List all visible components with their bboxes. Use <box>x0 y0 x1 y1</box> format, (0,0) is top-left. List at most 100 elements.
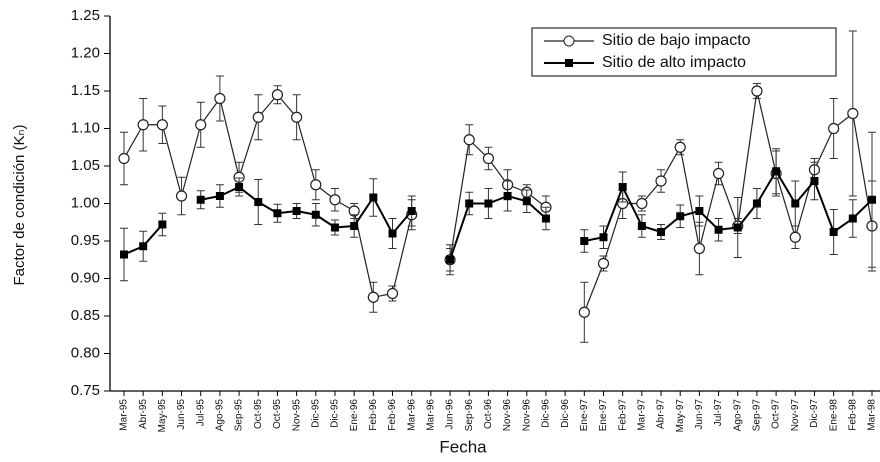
data-point <box>118 131 130 186</box>
point <box>829 228 838 236</box>
data-point <box>196 190 205 210</box>
point <box>292 207 301 215</box>
data-point <box>158 212 167 237</box>
point <box>158 220 167 229</box>
point <box>310 179 322 191</box>
data-point <box>676 204 685 228</box>
data-point <box>828 98 840 159</box>
data-point <box>386 285 399 302</box>
x-tick-label: Sep-96 <box>464 399 475 432</box>
point <box>350 222 359 230</box>
point <box>271 89 284 101</box>
point <box>712 167 725 180</box>
data-point <box>367 281 379 313</box>
point <box>676 212 685 221</box>
legend-label: Sitio de alto impacto <box>602 54 746 71</box>
data-point <box>330 219 339 236</box>
x-tick-label: Oct-96 <box>483 399 494 429</box>
point <box>578 306 590 318</box>
point <box>522 197 531 206</box>
x-tick-label: Oct-95 <box>253 399 264 429</box>
data-point <box>522 189 531 213</box>
data-point <box>271 85 284 105</box>
data-point <box>829 209 838 255</box>
point <box>369 193 378 202</box>
x-tick-label: Nov-95 <box>291 399 302 432</box>
y-tick-label: 1.25 <box>71 7 100 24</box>
data-point <box>655 169 667 193</box>
data-point <box>120 227 128 282</box>
data-point <box>484 188 493 219</box>
x-tick-label: Jun-95 <box>176 399 187 430</box>
point <box>752 199 761 208</box>
data-point <box>848 199 857 238</box>
y-tick-label: 1.10 <box>71 119 100 136</box>
data-point <box>714 218 723 242</box>
y-tick-label: 0.75 <box>71 382 100 399</box>
point <box>329 194 341 206</box>
point <box>733 223 742 232</box>
x-tick-label: May-95 <box>157 399 168 433</box>
data-point <box>214 75 226 122</box>
data-point <box>350 214 359 238</box>
x-tick-label: Feb-96 <box>387 399 398 431</box>
point <box>599 233 608 242</box>
data-point <box>195 101 207 148</box>
data-point <box>810 161 819 201</box>
x-tick-label: Ene-96 <box>349 399 360 432</box>
x-tick-label: Jul-95 <box>195 399 206 427</box>
point <box>139 242 148 251</box>
data-point <box>215 184 224 208</box>
data-point <box>310 169 322 201</box>
point <box>791 199 800 208</box>
point <box>196 195 205 204</box>
point <box>503 192 512 200</box>
x-tick-label: May-97 <box>675 399 686 433</box>
point <box>195 119 207 131</box>
data-point <box>156 105 168 144</box>
data-point <box>254 179 263 225</box>
x-tick-label: Ene-98 <box>828 399 839 432</box>
legend-label: Sitio de bajo impacto <box>602 32 751 49</box>
point <box>311 210 320 219</box>
data-point <box>733 197 742 258</box>
x-tick-label: Nov-96 <box>502 399 513 432</box>
x-tick-label: Feb-98 <box>847 399 858 431</box>
x-tick-label: Mar-95 <box>119 399 130 431</box>
x-tick-label: Jun-96 <box>445 399 456 430</box>
point <box>828 122 840 135</box>
point <box>407 207 416 215</box>
x-tick-label: Dic-96 <box>541 399 552 428</box>
point <box>657 228 666 236</box>
x-tick-label: Mar-97 <box>636 399 647 431</box>
data-point <box>292 203 301 219</box>
y-tick-label: 0.80 <box>71 344 100 361</box>
data-point <box>695 195 704 227</box>
data-point <box>847 30 859 197</box>
point <box>118 152 130 165</box>
y-tick-label: 1.20 <box>71 44 100 61</box>
x-tick-label: Mar-96 <box>426 399 437 431</box>
data-point <box>503 180 512 212</box>
legend-box <box>531 27 837 77</box>
point <box>674 141 686 153</box>
point <box>215 192 224 200</box>
data-point <box>752 188 761 219</box>
point <box>618 183 627 191</box>
x-tick-label: Jun-97 <box>694 399 705 430</box>
x-tick-label: Oct-97 <box>771 399 782 429</box>
y-tick-label: 0.95 <box>71 232 100 249</box>
data-point <box>599 225 608 249</box>
data-point <box>772 148 781 195</box>
data-point <box>751 83 763 99</box>
data-point <box>693 221 705 276</box>
point <box>580 237 589 245</box>
point <box>597 257 610 270</box>
data-point <box>463 124 475 156</box>
y-axis-title: Factor de condición (Kₙ) <box>11 124 28 285</box>
x-tick-label: Jul-97 <box>713 399 724 427</box>
point <box>482 152 495 165</box>
point <box>637 222 646 230</box>
y-tick-label: 1.00 <box>71 194 100 211</box>
